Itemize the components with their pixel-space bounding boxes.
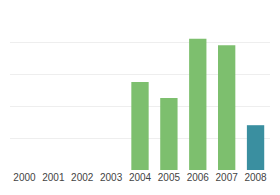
svg-text:2007: 2007 (216, 172, 239, 183)
svg-text:2001: 2001 (42, 172, 65, 183)
svg-text:2005: 2005 (158, 172, 181, 183)
svg-text:2004: 2004 (129, 172, 152, 183)
svg-text:2002: 2002 (71, 172, 94, 183)
svg-text:2000: 2000 (13, 172, 36, 183)
svg-text:2003: 2003 (100, 172, 123, 183)
svg-text:2006: 2006 (187, 172, 210, 183)
svg-text:2008: 2008 (244, 172, 267, 183)
